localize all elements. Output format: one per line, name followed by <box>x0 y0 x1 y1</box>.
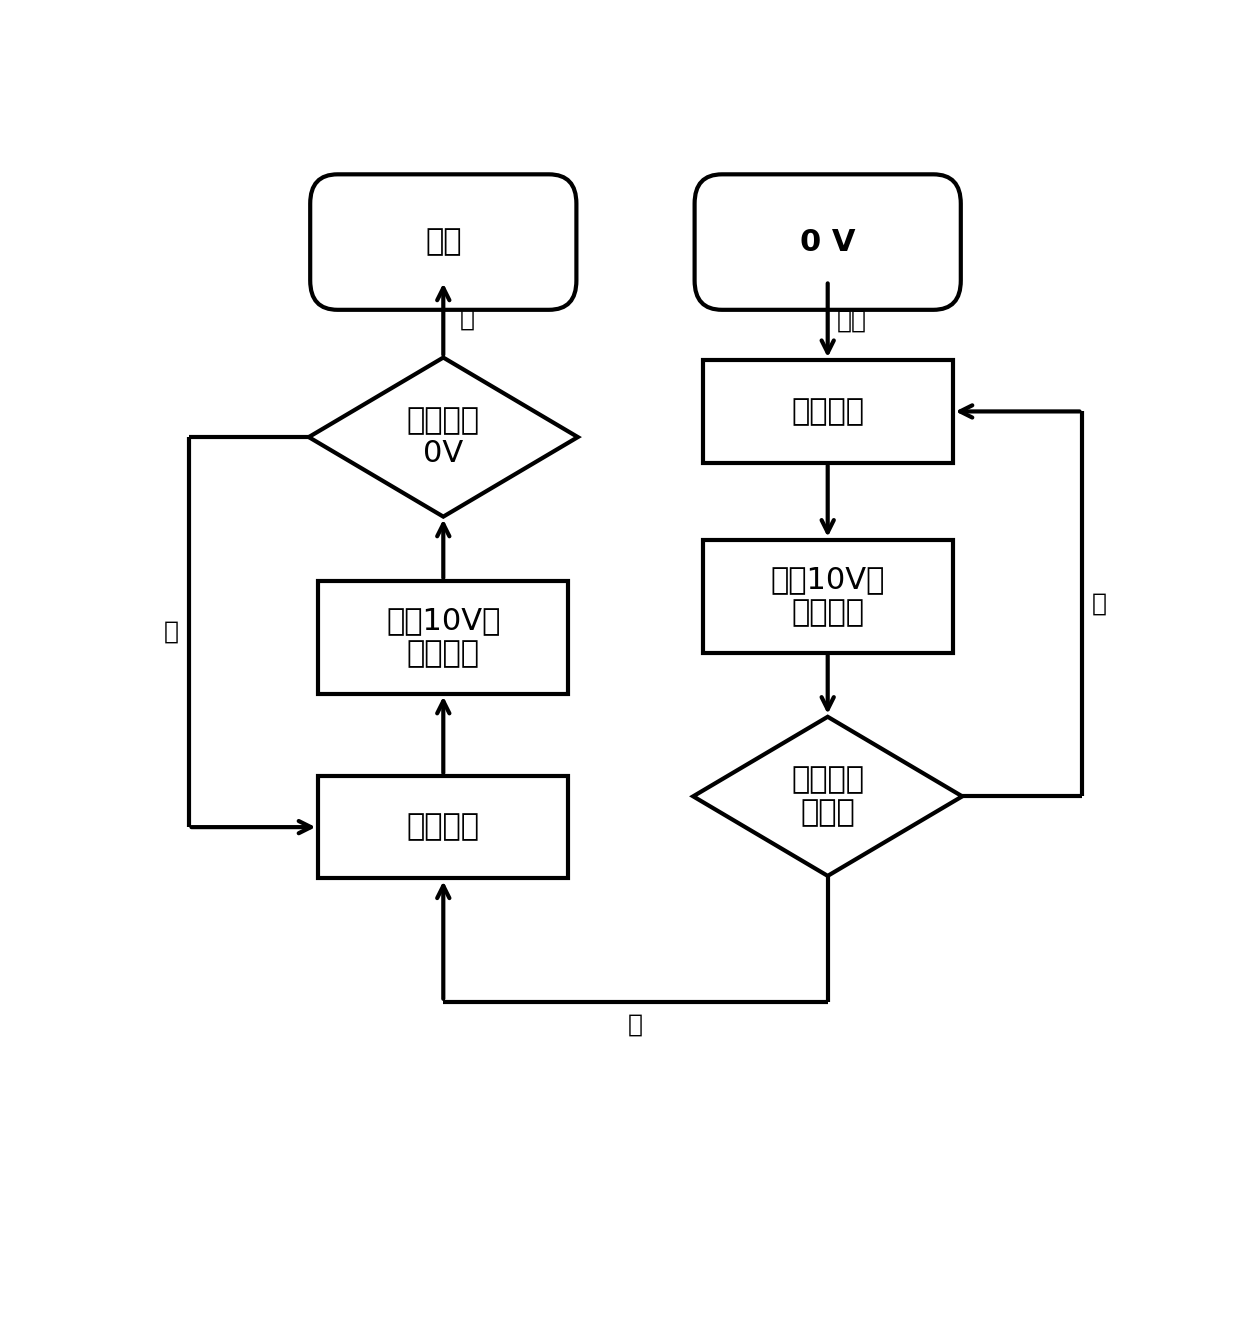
Text: 否: 否 <box>1092 592 1107 616</box>
Text: 结束: 结束 <box>425 228 461 256</box>
Text: 是否达到
预定值: 是否达到 预定值 <box>791 765 864 828</box>
Text: 开始: 开始 <box>837 308 867 332</box>
Bar <box>703 540 952 653</box>
Bar <box>319 776 568 878</box>
Text: 是: 是 <box>627 1012 644 1036</box>
Bar <box>703 360 952 463</box>
Text: 每隔10V采
集电流值: 每隔10V采 集电流值 <box>386 607 501 669</box>
Text: 是否降到
0V: 是否降到 0V <box>407 405 480 468</box>
FancyBboxPatch shape <box>694 175 961 309</box>
Text: 0 V: 0 V <box>800 228 856 256</box>
Text: 每隔10V采
集电流值: 每隔10V采 集电流值 <box>770 565 885 628</box>
Polygon shape <box>693 717 962 876</box>
Text: 匀速升压: 匀速升压 <box>791 397 864 427</box>
Bar <box>319 581 568 693</box>
Text: 否: 否 <box>164 620 179 644</box>
FancyBboxPatch shape <box>310 175 577 309</box>
Polygon shape <box>309 357 578 517</box>
Text: 是: 是 <box>460 307 475 331</box>
Text: 匀速降压: 匀速降压 <box>407 813 480 841</box>
